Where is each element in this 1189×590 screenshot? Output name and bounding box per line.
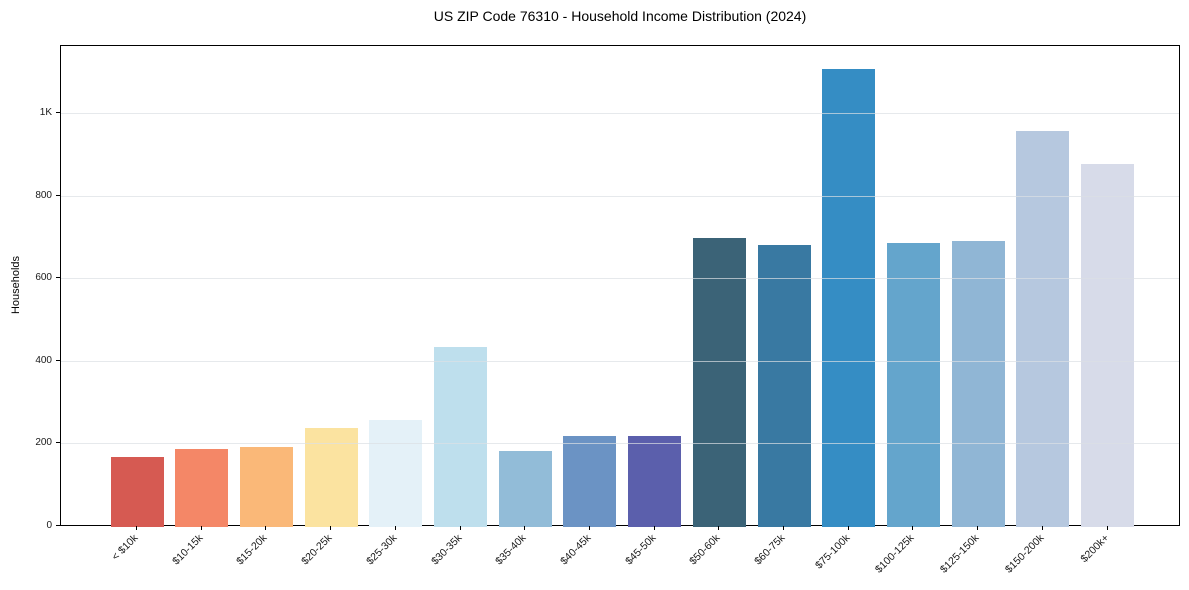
- bar: [951, 241, 1005, 527]
- bar: [239, 447, 293, 527]
- bar: [757, 245, 811, 527]
- x-tick-mark: [265, 526, 267, 530]
- bar: [1016, 131, 1070, 527]
- x-tick-mark: [588, 526, 590, 530]
- x-tick-mark: [330, 526, 332, 530]
- x-tick-mark: [847, 526, 849, 530]
- bar: [304, 428, 358, 527]
- bar: [563, 435, 617, 527]
- bar: [498, 450, 552, 527]
- bar: [692, 238, 746, 527]
- x-tick-mark: [1041, 526, 1043, 530]
- y-tick-mark: [56, 277, 60, 279]
- chart-title: US ZIP Code 76310 - Household Income Dis…: [433, 8, 807, 24]
- x-tick-mark: [783, 526, 784, 530]
- y-tick-mark: [56, 525, 60, 526]
- gridline: [61, 195, 1179, 197]
- x-tick-mark: [1106, 526, 1108, 530]
- x-tick-mark: [200, 526, 202, 530]
- x-tick-mark: [136, 526, 137, 530]
- x-tick-mark: [912, 526, 914, 530]
- bar: [822, 68, 876, 527]
- bar: [1081, 163, 1134, 527]
- gridline: [61, 278, 1179, 280]
- x-tick-mark: [718, 526, 720, 530]
- y-tick-label: 800: [35, 189, 52, 201]
- gridline: [61, 443, 1179, 445]
- bar: [434, 346, 487, 527]
- y-tick-mark: [56, 442, 60, 444]
- x-tick-mark: [977, 526, 979, 530]
- y-tick-label: 200: [35, 437, 52, 449]
- x-tick-mark: [524, 526, 526, 530]
- y-tick-mark: [56, 112, 60, 114]
- gridline: [61, 360, 1179, 362]
- y-tick-label: 1K: [39, 107, 52, 119]
- x-tick-mark: [394, 526, 396, 530]
- y-tick-mark: [56, 194, 60, 196]
- y-tick-label: 600: [35, 272, 52, 284]
- bar: [175, 448, 229, 527]
- bar: [369, 419, 423, 527]
- bar: [886, 243, 940, 527]
- y-tick-mark: [56, 359, 60, 361]
- plot-area: [60, 45, 1180, 527]
- x-tick-mark: [653, 526, 655, 530]
- y-tick-label: 0: [46, 520, 52, 531]
- gridline: [61, 113, 1179, 115]
- x-tick-mark: [459, 526, 461, 530]
- x-tick-label: < $10k: [109, 532, 141, 563]
- bar: [628, 436, 682, 527]
- y-tick-label: 400: [35, 354, 52, 366]
- bar: [110, 456, 164, 527]
